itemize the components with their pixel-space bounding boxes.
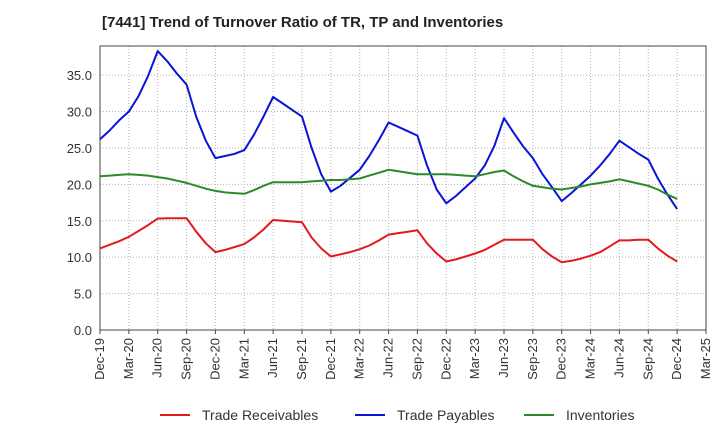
legend-item-inventories: Inventories (524, 404, 634, 426)
y-tick-label: 10.0 (67, 250, 92, 265)
x-tick-label: Mar-21 (236, 338, 251, 379)
legend-swatch (160, 414, 190, 416)
x-tick-label: Mar-24 (583, 338, 598, 379)
legend: Trade Receivables Trade Payables Inventori… (0, 404, 720, 426)
x-tick-label: Jun-23 (496, 338, 511, 378)
legend-label: Trade Receivables (202, 407, 319, 423)
legend-item-trade-payables: Trade Payables (355, 404, 495, 426)
chart-title: [7441] Trend of Turnover Ratio of TR, TP… (102, 14, 504, 31)
legend-label: Inventories (566, 407, 635, 423)
y-tick-label: 5.0 (74, 287, 92, 302)
y-tick-label: 15.0 (67, 214, 92, 229)
series-line-inventories (99, 168, 678, 200)
x-tick-label: Sep-22 (409, 338, 424, 380)
x-tick-label: Jun-21 (265, 338, 280, 378)
legend-swatch (524, 414, 554, 416)
x-tick-label: Sep-24 (640, 338, 655, 380)
y-tick-label: 0.0 (74, 323, 92, 338)
x-tick-label: Dec-19 (92, 338, 107, 380)
x-tick-label: Dec-23 (554, 338, 569, 380)
x-tick-label: Mar-22 (352, 338, 367, 379)
legend-swatch (355, 414, 385, 416)
x-tick-label: Mar-25 (698, 338, 713, 379)
y-tick-label: 25.0 (67, 141, 92, 156)
legend-label: Trade Payables (397, 407, 495, 423)
x-tick-label: Mar-20 (121, 338, 136, 379)
x-tick-label: Jun-24 (611, 338, 626, 378)
x-tick-label: Sep-21 (294, 338, 309, 380)
x-tick-label: Dec-22 (438, 338, 453, 380)
y-tick-label: 30.0 (67, 105, 92, 120)
x-tick-label: Sep-23 (525, 338, 540, 380)
series-line-trade-receivables (99, 217, 678, 264)
x-tick-label: Dec-20 (207, 338, 222, 380)
x-tick-label: Dec-24 (669, 338, 684, 380)
x-tick-label: Jun-20 (150, 338, 165, 378)
x-tick-label: Jun-22 (381, 338, 396, 378)
plot-frame (99, 45, 707, 331)
x-tick-label: Sep-20 (179, 338, 194, 380)
legend-item-trade-receivables: Trade Receivables (160, 404, 318, 426)
y-tick-label: 35.0 (67, 68, 92, 83)
y-tick-label: 20.0 (67, 177, 92, 192)
x-tick-label: Mar-23 (467, 338, 482, 379)
series-line-trade-payables (99, 50, 678, 210)
x-tick-label: Dec-21 (323, 338, 338, 380)
